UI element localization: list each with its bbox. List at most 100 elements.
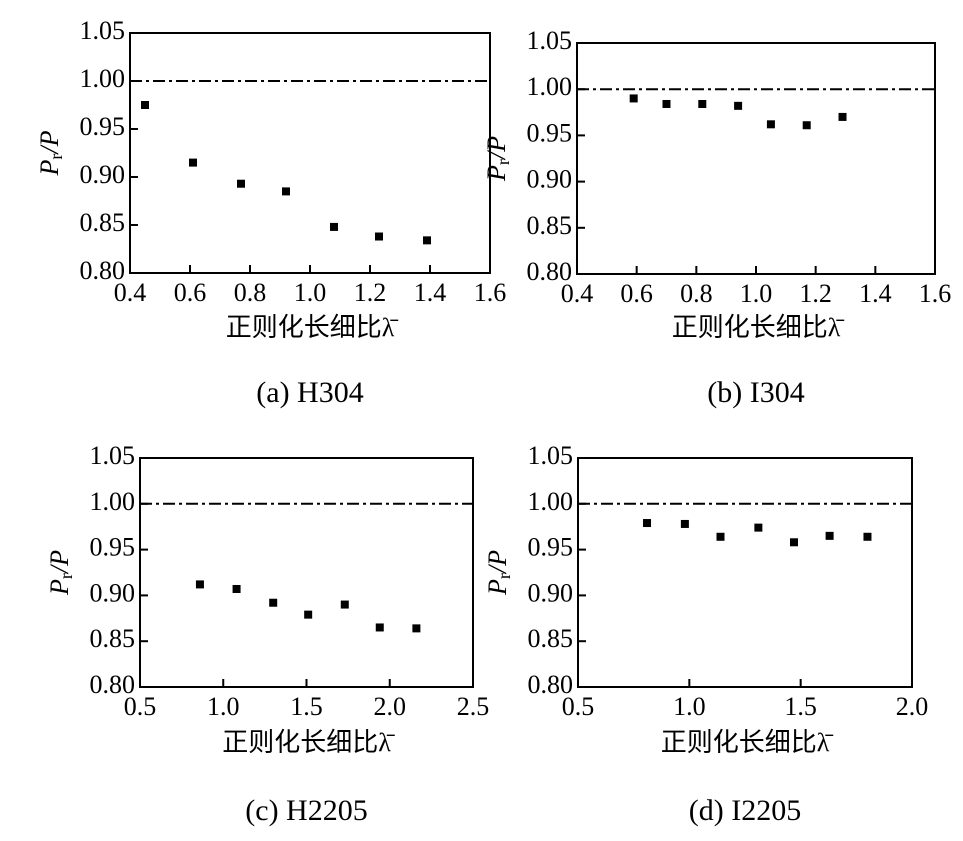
x-tick-label: 1.5 bbox=[290, 692, 323, 721]
caption: (a) H304 bbox=[256, 376, 363, 409]
point bbox=[662, 99, 671, 108]
point bbox=[766, 120, 775, 129]
y-tick-label: 1.05 bbox=[80, 16, 126, 45]
y-axis-label: Pr/P bbox=[482, 136, 513, 182]
x-tick-label: 1.4 bbox=[414, 278, 447, 307]
caption: (c) H2205 bbox=[245, 794, 367, 827]
y-tick-label: 0.95 bbox=[527, 118, 573, 147]
y-tick-label: 0.95 bbox=[528, 533, 574, 562]
y-axis-label-part: r bbox=[494, 573, 514, 579]
y-tick-label: 0.80 bbox=[80, 256, 126, 285]
x-tick-label: 1.6 bbox=[919, 279, 952, 308]
x-axis-label: 正则化长细比λ̄ bbox=[226, 313, 399, 342]
x-tick-label: 2.5 bbox=[457, 692, 490, 721]
x-tick-label: 1.0 bbox=[294, 278, 327, 307]
y-tick-label: 0.95 bbox=[90, 533, 136, 562]
y-tick-label: 1.05 bbox=[527, 26, 573, 55]
y-tick-label: 1.05 bbox=[528, 441, 574, 470]
x-tick-label: 0.8 bbox=[234, 278, 267, 307]
point bbox=[304, 610, 313, 619]
x-tick-label: 1.0 bbox=[673, 692, 706, 721]
y-axis-label-part: P bbox=[35, 160, 64, 177]
y-axis-label: Pr/P bbox=[483, 550, 514, 596]
point bbox=[340, 600, 349, 609]
x-tick-label: 0.4 bbox=[114, 278, 147, 307]
y-tick-label: 1.00 bbox=[528, 487, 574, 516]
y-axis-label-part: r bbox=[56, 573, 76, 579]
x-tick-label: 1.2 bbox=[354, 278, 387, 307]
point bbox=[643, 519, 652, 528]
point bbox=[282, 187, 290, 196]
y-axis-label-part: /P bbox=[45, 550, 74, 575]
y-tick-label: 0.85 bbox=[90, 624, 136, 653]
x-tick-label: 0.5 bbox=[562, 692, 595, 721]
point bbox=[412, 624, 421, 633]
x-tick-label: 2.0 bbox=[374, 692, 407, 721]
x-tick-label: 0.8 bbox=[680, 279, 713, 308]
point bbox=[232, 584, 241, 593]
x-tick-label: 0.6 bbox=[174, 278, 207, 307]
y-tick-label: 0.85 bbox=[80, 208, 126, 237]
x-tick-label: 1.0 bbox=[740, 279, 773, 308]
y-tick-label: 0.80 bbox=[527, 257, 573, 286]
y-tick-label: 0.90 bbox=[80, 160, 126, 189]
point bbox=[330, 222, 338, 231]
y-tick-label: 1.05 bbox=[90, 441, 136, 470]
point bbox=[269, 598, 278, 607]
point bbox=[698, 99, 707, 108]
point bbox=[838, 112, 847, 121]
point bbox=[629, 94, 638, 103]
point bbox=[825, 531, 834, 540]
point bbox=[375, 232, 383, 241]
y-axis-label-part: P bbox=[482, 165, 511, 182]
point bbox=[423, 236, 431, 245]
y-tick-label: 1.00 bbox=[80, 64, 126, 93]
x-axis-label: 正则化长细比λ̄ bbox=[661, 728, 834, 757]
y-tick-label: 0.85 bbox=[528, 624, 574, 653]
plot-frame bbox=[129, 32, 491, 274]
point bbox=[863, 532, 872, 541]
point bbox=[754, 523, 763, 532]
y-axis-label: Pr/P bbox=[45, 550, 76, 596]
point bbox=[237, 179, 245, 188]
x-tick-label: 1.5 bbox=[784, 692, 817, 721]
plot-frame bbox=[139, 457, 474, 688]
y-tick-label: 0.90 bbox=[527, 165, 573, 194]
point bbox=[189, 158, 197, 167]
plot-frame bbox=[576, 42, 936, 275]
x-tick-label: 0.4 bbox=[561, 279, 594, 308]
y-tick-label: 1.00 bbox=[90, 487, 136, 516]
y-axis-label-part: P bbox=[483, 579, 512, 596]
y-axis-label-part: /P bbox=[35, 130, 64, 155]
point bbox=[802, 121, 811, 130]
x-axis-label: 正则化长细比λ̄ bbox=[222, 728, 395, 757]
x-tick-label: 0.6 bbox=[620, 279, 653, 308]
y-tick-label: 0.80 bbox=[528, 670, 574, 699]
plot-frame bbox=[577, 457, 913, 688]
y-axis-label-part: r bbox=[493, 159, 513, 165]
x-tick-label: 1.6 bbox=[474, 278, 507, 307]
point bbox=[141, 101, 149, 109]
point bbox=[734, 101, 743, 110]
y-axis-label-part: r bbox=[46, 154, 66, 160]
y-axis-label-part: /P bbox=[483, 550, 512, 575]
point bbox=[789, 538, 798, 547]
point bbox=[195, 580, 204, 589]
point bbox=[375, 623, 384, 632]
y-tick-label: 0.90 bbox=[528, 578, 574, 607]
y-tick-label: 0.95 bbox=[80, 112, 126, 141]
y-tick-label: 1.00 bbox=[527, 72, 573, 101]
x-tick-label: 1.0 bbox=[207, 692, 240, 721]
caption: (b) I304 bbox=[707, 376, 804, 409]
x-tick-label: 1.2 bbox=[799, 279, 832, 308]
y-tick-label: 0.80 bbox=[90, 670, 136, 699]
y-tick-label: 0.90 bbox=[90, 578, 136, 607]
x-tick-label: 0.5 bbox=[124, 692, 157, 721]
y-axis-label: Pr/P bbox=[35, 130, 66, 176]
y-tick-label: 0.85 bbox=[527, 211, 573, 240]
y-axis-label-part: /P bbox=[482, 136, 511, 161]
caption: (d) I2205 bbox=[689, 794, 801, 827]
point bbox=[716, 532, 725, 541]
point bbox=[680, 519, 689, 528]
